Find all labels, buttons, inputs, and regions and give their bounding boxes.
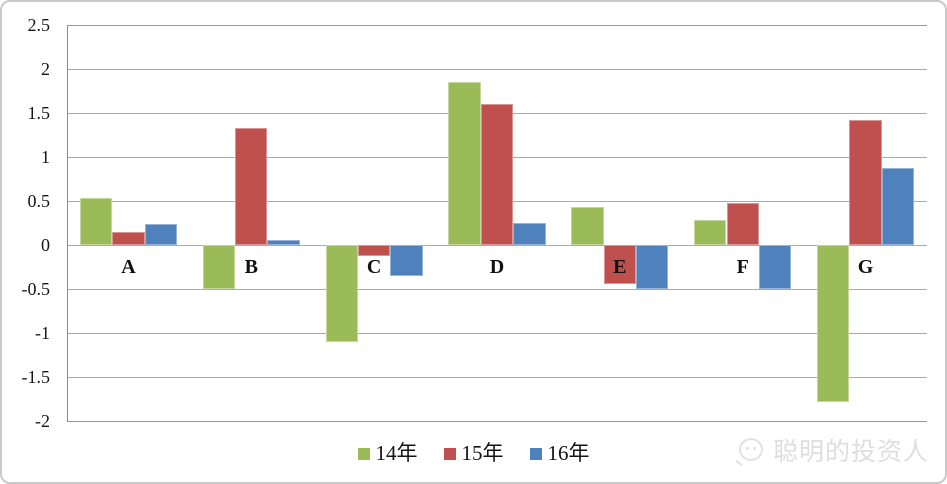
bar-B-15年 bbox=[235, 127, 268, 245]
legend-item-14: 14年 bbox=[357, 441, 418, 465]
y-axis-tick-label: -2 bbox=[35, 411, 50, 431]
bar-A-16年 bbox=[144, 223, 178, 245]
gridline-y--0.5 bbox=[67, 289, 927, 290]
gridline-y-0 bbox=[67, 245, 927, 246]
bar-A-14年 bbox=[79, 198, 113, 245]
y-axis-tick-label: -0.5 bbox=[21, 279, 51, 299]
category-label-D: D bbox=[489, 256, 505, 278]
legend-label-16: 16年 bbox=[547, 441, 590, 465]
watermark-text: 聪明的投资人 bbox=[773, 439, 930, 466]
category-label-G: G bbox=[857, 256, 874, 278]
y-axis-tick-label: -1.5 bbox=[21, 367, 51, 387]
bar-B-16年 bbox=[267, 239, 300, 245]
legend-item-15: 15年 bbox=[443, 441, 504, 465]
bar-D-14年 bbox=[448, 82, 481, 245]
gridline-y--1.5 bbox=[67, 377, 927, 378]
y-axis-tick-label: -1 bbox=[35, 323, 50, 343]
legend-swatch-15 bbox=[443, 447, 456, 460]
plot-area: A B C D E F G bbox=[67, 25, 927, 422]
gridline-y-2.5 bbox=[67, 25, 927, 26]
y-axis-tick-label: 1 bbox=[41, 147, 50, 167]
bar-C-15年 bbox=[357, 245, 391, 256]
bar-F-15年 bbox=[726, 202, 759, 245]
watermark: 聪明的投资人 bbox=[735, 432, 929, 468]
y-axis-tick-label: 0 bbox=[41, 235, 50, 255]
chart-legend: 14年 15年 16年 bbox=[2, 443, 945, 464]
y-axis-tick-label: 2.5 bbox=[27, 15, 51, 35]
smiley-logo-icon bbox=[735, 435, 765, 467]
legend-label-15: 15年 bbox=[461, 441, 504, 465]
bar-C-16年 bbox=[390, 245, 423, 276]
category-label-C: C bbox=[366, 256, 382, 278]
category-label-A: A bbox=[121, 256, 136, 278]
bar-F-14年 bbox=[694, 220, 727, 245]
legend-item-16: 16年 bbox=[529, 441, 590, 465]
legend-swatch-14 bbox=[357, 447, 370, 460]
y-axis-line bbox=[67, 25, 68, 422]
bar-E-16年 bbox=[636, 245, 669, 289]
bar-G-14年 bbox=[816, 245, 850, 402]
bar-E-14年 bbox=[571, 207, 604, 245]
category-label-F: F bbox=[736, 256, 749, 278]
legend-swatch-16 bbox=[529, 447, 542, 460]
legend-label-14: 14年 bbox=[375, 441, 418, 465]
bar-E-15年 bbox=[603, 245, 637, 284]
y-axis-tick-label: 1.5 bbox=[27, 103, 51, 123]
category-label-B: B bbox=[244, 256, 258, 278]
bar-A-15年 bbox=[112, 231, 145, 245]
y-axis-tick-label: 2 bbox=[41, 59, 50, 79]
category-label-E: E bbox=[613, 256, 627, 278]
gridline-y-2 bbox=[67, 69, 927, 70]
y-axis-tick-label: 0.5 bbox=[27, 191, 51, 211]
bar-B-14年 bbox=[202, 245, 236, 289]
bar-C-14年 bbox=[325, 245, 358, 342]
bar-D-15年 bbox=[480, 104, 514, 245]
gridline-y--1 bbox=[67, 333, 927, 334]
bar-D-16年 bbox=[513, 223, 546, 245]
bar-F-16年 bbox=[758, 245, 792, 289]
bar-G-16年 bbox=[881, 168, 915, 245]
bar-G-15年 bbox=[849, 120, 882, 245]
gridline-y--2 bbox=[67, 421, 927, 422]
